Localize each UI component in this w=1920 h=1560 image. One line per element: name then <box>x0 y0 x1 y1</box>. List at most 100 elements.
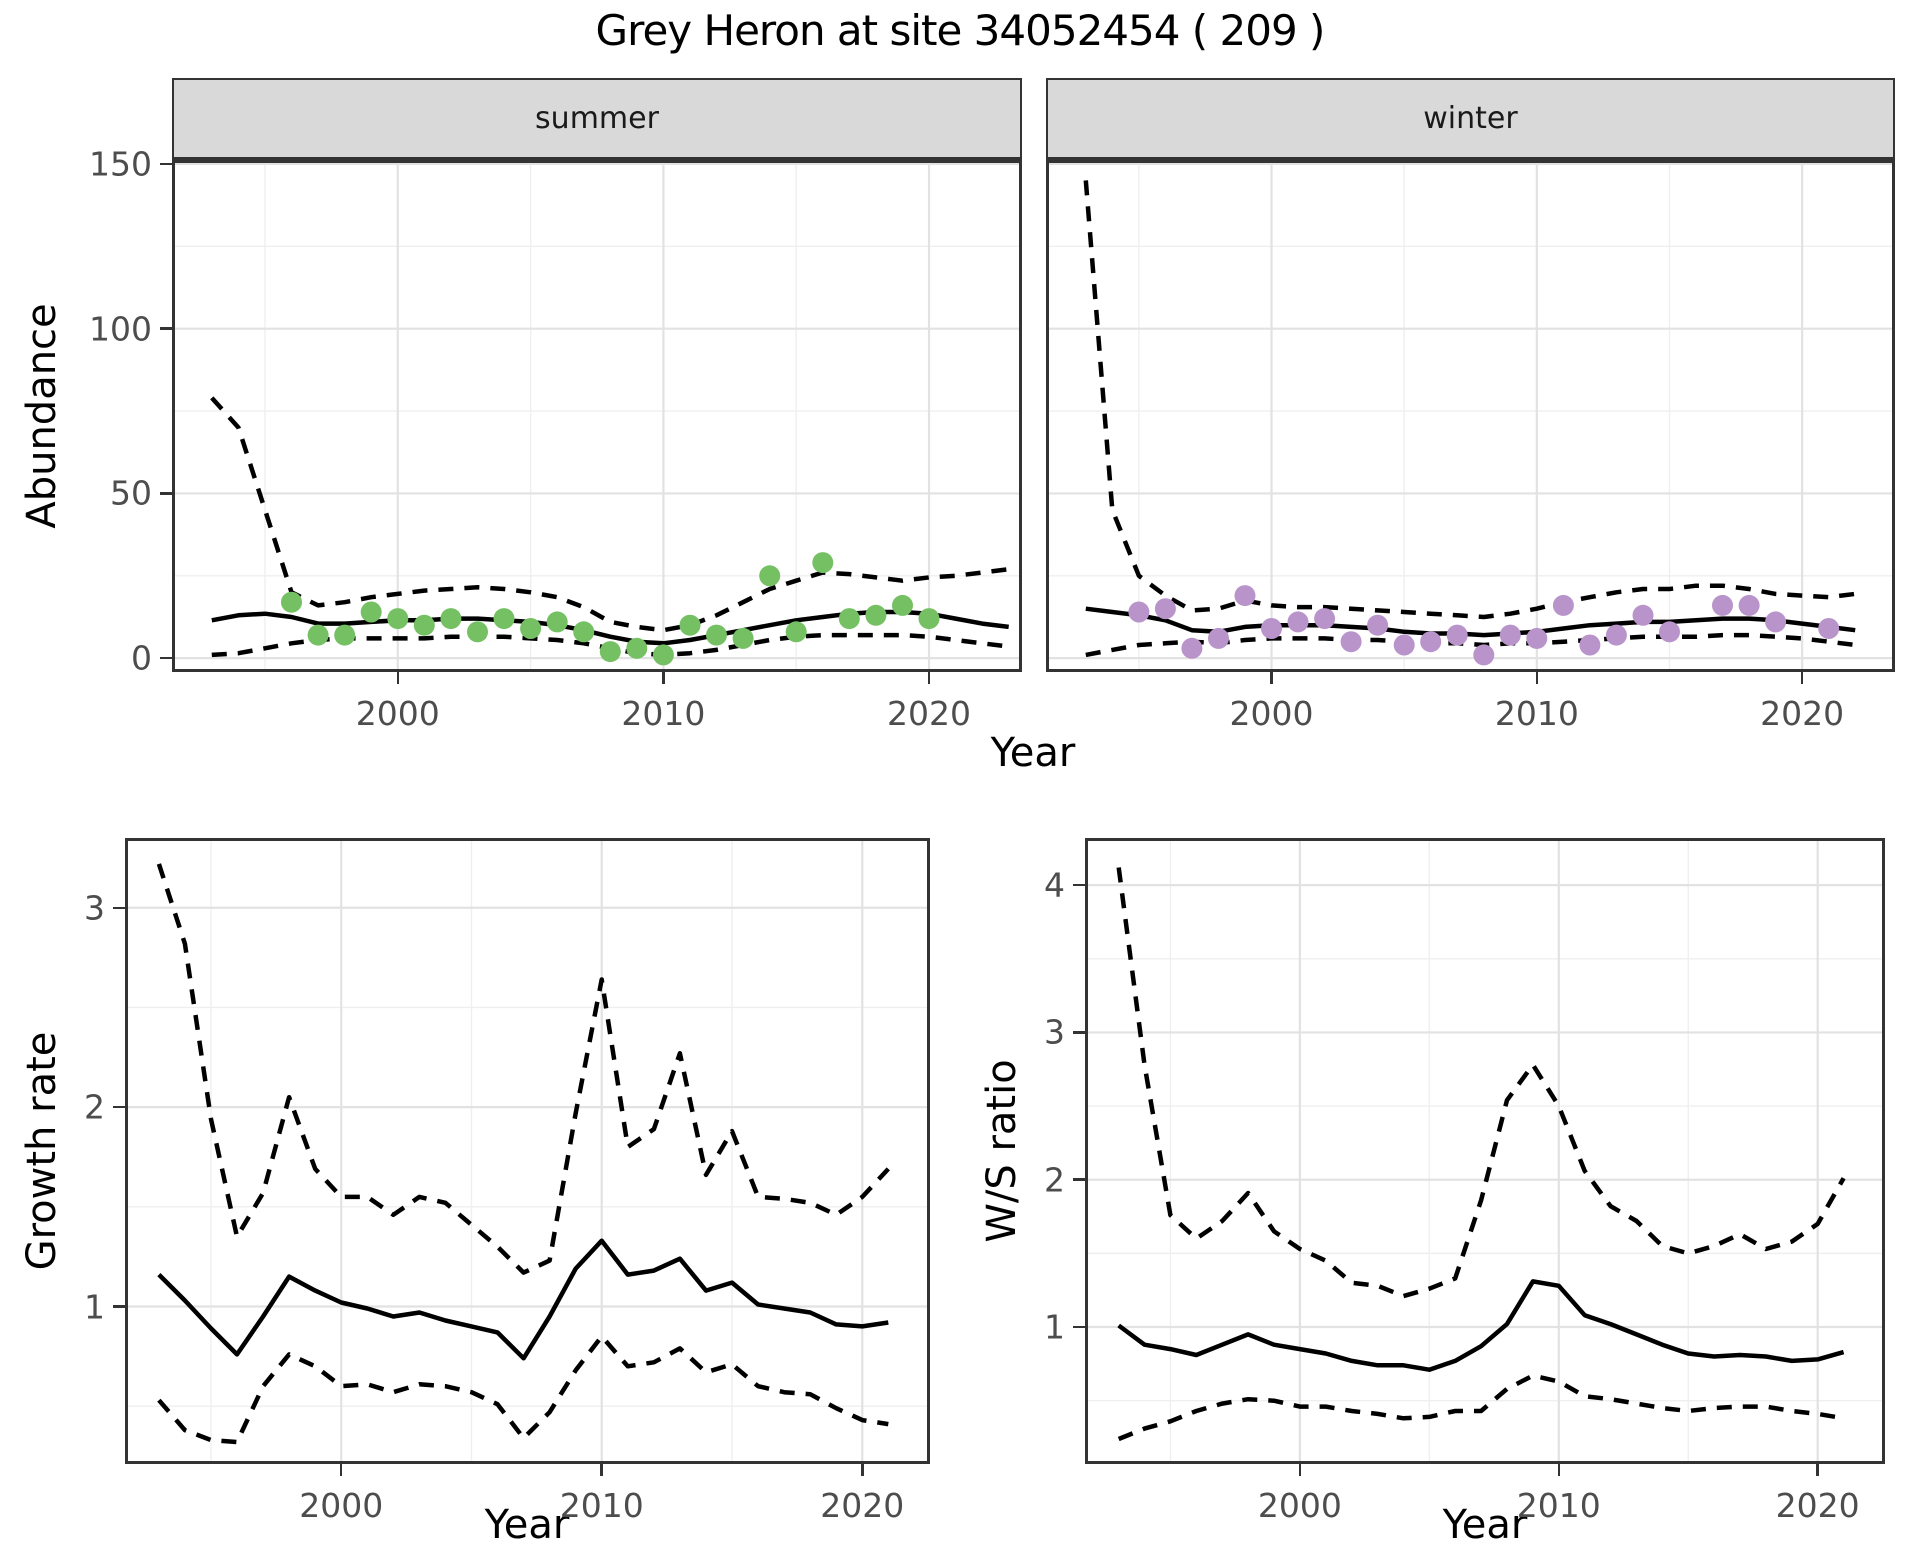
data-point <box>706 624 727 646</box>
x-tick-label: 2000 <box>299 1486 384 1525</box>
data-point <box>1128 601 1150 623</box>
data-point <box>1659 621 1680 643</box>
data-point <box>1579 634 1601 656</box>
data-point <box>865 604 887 626</box>
y-tick-mark <box>1073 1031 1085 1034</box>
data-point <box>440 608 462 630</box>
ci-upper-line <box>210 396 1009 633</box>
data-point <box>1738 594 1760 616</box>
data-point <box>1499 624 1521 646</box>
y-tick-mark <box>113 1105 125 1109</box>
y-tick-mark <box>160 327 172 330</box>
x-tick-label: 2020 <box>1760 694 1845 733</box>
data-point <box>1287 611 1309 633</box>
y-tick-label: 0 <box>131 638 152 678</box>
data-point <box>1473 644 1495 666</box>
data-point <box>1261 618 1282 639</box>
data-point <box>1181 637 1203 659</box>
data-point <box>413 614 435 636</box>
x-tick-mark <box>1800 672 1804 684</box>
data-point <box>1154 598 1176 620</box>
x-tick-label: 2010 <box>1494 694 1579 733</box>
facet-strip-winter: winter <box>1046 78 1895 160</box>
y-tick-mark <box>160 162 172 166</box>
data-point <box>652 644 674 666</box>
top-x-axis-title: Year <box>990 730 1076 776</box>
data-point <box>360 601 382 623</box>
data-point <box>732 627 754 649</box>
fit-line <box>211 609 1009 646</box>
x-tick-mark <box>396 672 400 684</box>
y-tick-label: 4 <box>1044 865 1065 905</box>
y-tick-label: 2 <box>1044 1160 1065 1200</box>
y-tick-label: 100 <box>89 309 152 349</box>
data-point <box>1314 608 1336 630</box>
growth-y-axis-title: Growth rate <box>19 1031 65 1271</box>
data-point <box>520 618 542 639</box>
panel-border <box>125 838 930 1464</box>
top-y-axis-title: Abundance <box>19 303 65 529</box>
facet-strip-winter-label: winter <box>1423 101 1518 136</box>
data-point <box>307 624 329 646</box>
x-tick-label: 2020 <box>1775 1486 1860 1525</box>
y-tick-label: 1 <box>84 1287 105 1326</box>
data-point <box>759 565 781 587</box>
data-point <box>626 637 648 659</box>
growth-rate-panel <box>125 838 930 1464</box>
y-tick-mark <box>113 906 125 910</box>
data-point <box>1712 594 1733 616</box>
data-point <box>467 621 488 643</box>
data-point <box>1552 594 1574 616</box>
x-tick-mark <box>861 1464 864 1476</box>
x-tick-mark <box>1270 672 1273 684</box>
figure-title: Grey Heron at site 34052454 ( 209 ) <box>595 6 1326 55</box>
data-point <box>1420 631 1442 653</box>
data-point <box>892 594 913 616</box>
ci-lower-line <box>1117 1373 1844 1442</box>
panel-border <box>1085 838 1885 1464</box>
summer-abundance-panel <box>172 160 1022 672</box>
x-tick-mark <box>1298 1464 1302 1476</box>
data-point <box>281 591 302 613</box>
data-point <box>1367 614 1389 636</box>
x-tick-label: 2000 <box>1257 1486 1342 1525</box>
data-point <box>1632 604 1654 626</box>
ws-y-axis-title: W/S ratio <box>979 1059 1025 1243</box>
x-tick-label: 2000 <box>1229 694 1314 733</box>
fit-line <box>1117 1279 1845 1372</box>
y-tick-label: 3 <box>1044 1012 1065 1052</box>
x-tick-mark <box>927 672 931 684</box>
x-tick-mark <box>1557 1464 1561 1476</box>
data-point <box>599 641 621 663</box>
ci-lower-line <box>157 1334 889 1445</box>
data-point <box>1818 618 1840 639</box>
data-point <box>1446 624 1468 646</box>
x-tick-mark <box>600 1464 603 1476</box>
x-tick-mark <box>1535 672 1539 684</box>
x-tick-mark <box>662 672 665 684</box>
data-point <box>679 614 701 636</box>
data-point <box>1234 585 1256 607</box>
y-tick-mark <box>113 1305 125 1308</box>
y-tick-mark <box>1073 883 1085 887</box>
data-point <box>918 608 940 630</box>
ws-x-axis-title: Year <box>1442 1502 1528 1548</box>
y-tick-label: 3 <box>84 888 105 928</box>
data-point <box>1208 627 1229 649</box>
data-point <box>573 621 595 643</box>
x-tick-mark <box>339 1464 343 1476</box>
data-point <box>1526 627 1548 649</box>
x-tick-label: 2020 <box>887 694 972 733</box>
data-point <box>387 608 409 630</box>
data-point <box>838 608 860 630</box>
x-tick-label: 2010 <box>1516 1486 1601 1525</box>
winter-abundance-panel <box>1046 160 1895 672</box>
y-tick-mark <box>1073 1325 1085 1329</box>
y-tick-mark <box>160 656 172 660</box>
panel-border <box>1046 160 1895 672</box>
y-tick-label: 150 <box>89 144 152 184</box>
data-point <box>546 611 568 633</box>
y-tick-label: 1 <box>1044 1307 1065 1347</box>
panel-border <box>172 160 1022 672</box>
